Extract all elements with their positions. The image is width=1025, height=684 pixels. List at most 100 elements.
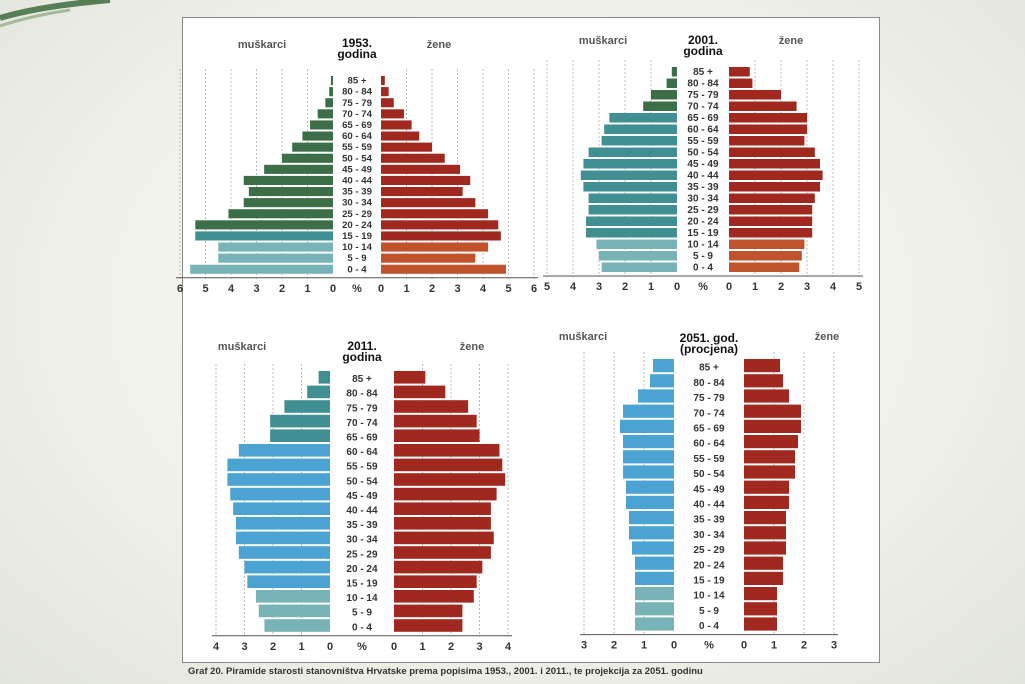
bar-female-60-64 bbox=[744, 435, 798, 449]
label-women: žene bbox=[460, 341, 484, 353]
bar-female-15-19 bbox=[729, 228, 813, 238]
age-label: 5 - 9 bbox=[699, 606, 719, 617]
bar-female-30-34 bbox=[744, 526, 786, 540]
age-label: 60 - 64 bbox=[342, 131, 373, 142]
tick-label-right: 0 bbox=[391, 641, 397, 653]
bar-female-20-24 bbox=[394, 560, 483, 574]
bar-male-50-54 bbox=[282, 153, 333, 163]
bar-female-55-59 bbox=[394, 458, 503, 472]
age-label: 80 - 84 bbox=[342, 87, 373, 98]
age-label: 80 - 84 bbox=[687, 79, 719, 90]
age-label: 45 - 49 bbox=[693, 484, 725, 495]
bar-male-45-49 bbox=[583, 159, 677, 169]
bar-male-80-84 bbox=[650, 374, 674, 388]
label-women: žene bbox=[815, 331, 839, 343]
bar-female-50-54 bbox=[381, 153, 445, 163]
bar-male-15-19 bbox=[247, 575, 330, 588]
bar-female-15-19 bbox=[744, 571, 783, 585]
bar-male-75-79 bbox=[325, 98, 333, 108]
tick-label-left: 6 bbox=[177, 283, 183, 295]
age-label: 30 - 34 bbox=[693, 530, 725, 541]
bar-female-0-4 bbox=[744, 617, 777, 631]
bar-female-55-59 bbox=[744, 450, 795, 464]
bar-female-60-64 bbox=[729, 124, 807, 134]
bar-male-70-74 bbox=[270, 414, 330, 428]
age-label: 70 - 74 bbox=[342, 109, 373, 120]
bar-female-5-9 bbox=[729, 251, 802, 261]
bar-female-5-9 bbox=[381, 253, 476, 263]
bar-male-55-59 bbox=[623, 450, 674, 464]
bar-female-20-24 bbox=[744, 556, 783, 570]
tick-label-left: 3 bbox=[241, 641, 247, 653]
bar-male-0-4 bbox=[635, 617, 674, 631]
tick-label-left: 2 bbox=[622, 281, 628, 293]
age-label: 85 + bbox=[699, 363, 719, 374]
unit-label: % bbox=[352, 283, 362, 295]
age-label: 55 - 59 bbox=[687, 136, 719, 147]
bar-male-80-84 bbox=[329, 87, 333, 97]
age-label: 10 - 14 bbox=[346, 593, 378, 604]
bar-female-35-39 bbox=[744, 511, 786, 525]
age-label: 30 - 34 bbox=[346, 535, 378, 546]
bar-female-50-54 bbox=[744, 465, 795, 479]
bar-female-65-69 bbox=[729, 113, 807, 123]
age-label: 65 - 69 bbox=[342, 120, 372, 131]
bar-male-60-64 bbox=[238, 444, 330, 457]
bar-male-45-49 bbox=[626, 480, 674, 494]
bar-male-65-69 bbox=[270, 429, 330, 442]
bar-male-35-39 bbox=[248, 187, 333, 197]
bar-male-65-69 bbox=[620, 419, 674, 433]
tick-label-right: 5 bbox=[856, 281, 862, 293]
age-label: 75 - 79 bbox=[346, 403, 378, 414]
bar-female-30-34 bbox=[729, 193, 815, 203]
age-label: 10 - 14 bbox=[687, 240, 719, 251]
age-label: 75 - 79 bbox=[693, 393, 725, 404]
age-label: 50 - 54 bbox=[346, 476, 378, 487]
chart-title-line1: 2051. god. bbox=[680, 331, 739, 345]
bar-female-70-74 bbox=[744, 404, 801, 418]
tick-label-left: 3 bbox=[253, 283, 259, 295]
bar-female-80-84 bbox=[394, 385, 446, 399]
bar-female-60-64 bbox=[394, 444, 500, 457]
age-label: 65 - 69 bbox=[346, 433, 378, 444]
bar-female-40-44 bbox=[729, 170, 823, 180]
bar-female-85+ bbox=[729, 67, 750, 77]
bar-male-45-49 bbox=[264, 164, 333, 174]
age-label: 5 - 9 bbox=[352, 608, 372, 619]
age-label: 50 - 54 bbox=[687, 148, 719, 159]
age-label: 60 - 64 bbox=[346, 447, 378, 458]
caption-text: Piramide starosti stanovništva Hrvatske … bbox=[226, 666, 703, 677]
bar-male-50-54 bbox=[588, 147, 677, 157]
age-label: 30 - 34 bbox=[687, 194, 719, 205]
age-label: 75 - 79 bbox=[687, 90, 719, 101]
bar-male-50-54 bbox=[227, 473, 330, 486]
bar-male-60-64 bbox=[604, 124, 677, 134]
bar-female-75-79 bbox=[744, 389, 789, 403]
tick-label-right: 1 bbox=[752, 281, 758, 293]
age-label: 0 - 4 bbox=[352, 622, 372, 633]
bar-male-70-74 bbox=[643, 101, 677, 111]
age-label: 25 - 29 bbox=[346, 549, 378, 560]
age-label: 45 - 49 bbox=[342, 164, 372, 175]
age-label: 50 - 54 bbox=[693, 469, 725, 480]
unit-label: % bbox=[357, 641, 367, 653]
chart-title-line2: godina bbox=[342, 350, 382, 364]
bar-male-25-29 bbox=[632, 541, 674, 555]
bar-male-30-34 bbox=[243, 198, 333, 208]
tick-label-right: 4 bbox=[830, 281, 837, 293]
bar-male-0-4 bbox=[264, 619, 330, 632]
tick-label-right: 4 bbox=[505, 641, 512, 653]
bar-male-5-9 bbox=[258, 604, 330, 618]
bar-female-45-49 bbox=[394, 487, 497, 501]
chart-title-line2: godina bbox=[337, 47, 377, 61]
bar-female-55-59 bbox=[381, 142, 432, 152]
bar-male-85+ bbox=[330, 76, 333, 86]
bar-female-40-44 bbox=[381, 175, 471, 185]
bar-male-0-4 bbox=[190, 264, 333, 274]
tick-label-right: 0 bbox=[726, 281, 732, 293]
bar-male-65-69 bbox=[310, 120, 333, 130]
bar-female-10-14 bbox=[394, 590, 474, 603]
age-label: 70 - 74 bbox=[687, 102, 719, 113]
age-label: 25 - 29 bbox=[693, 545, 725, 556]
